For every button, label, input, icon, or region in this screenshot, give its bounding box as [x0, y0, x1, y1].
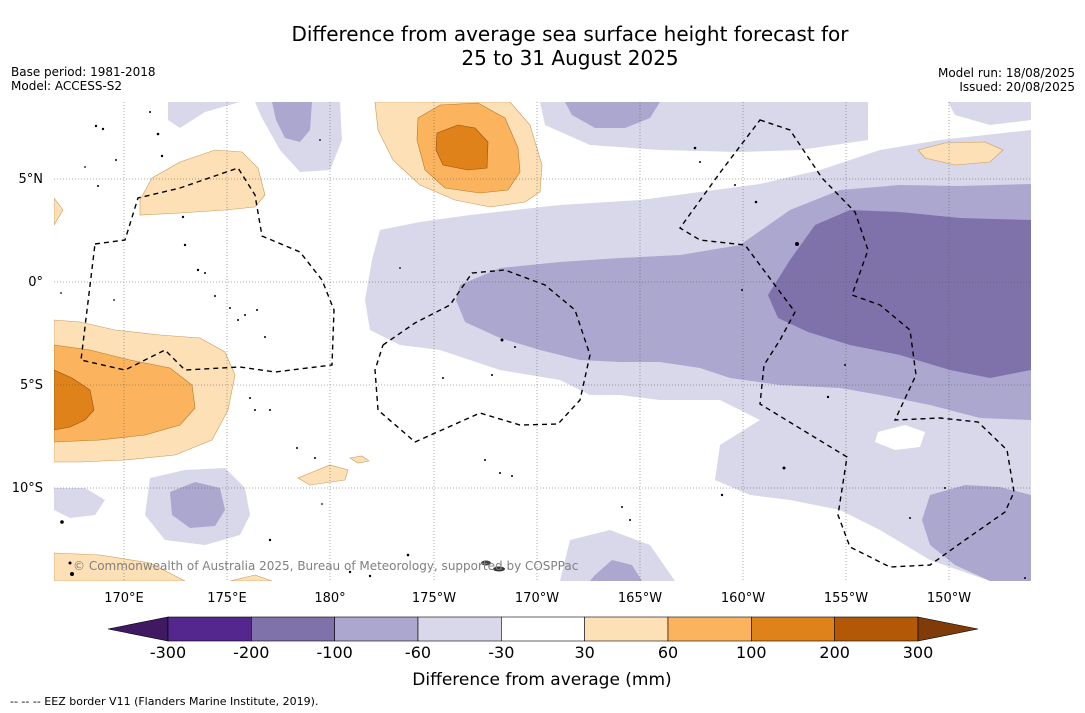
- contour-orange-light-sliver: [297, 464, 349, 486]
- cb-tick-label: 200: [819, 643, 850, 662]
- lon-label-160w: 160°W: [721, 591, 765, 606]
- contour-orange-light-bottom: [229, 574, 273, 581]
- grid-lines: [54, 102, 1031, 581]
- contour-purple-mid-se: [922, 485, 1031, 581]
- colorbar-segment: [751, 616, 835, 642]
- contour-orange-light-nw: [139, 149, 266, 216]
- base-period-text: Base period: 1981-2018: [11, 65, 156, 79]
- contour-layer: © Commonwealth of Australia 2025, Bureau…: [54, 102, 1031, 581]
- cb-tick-label: 100: [736, 643, 767, 662]
- contour-purple-light-farsw: [54, 488, 105, 518]
- lon-label-165w: 165°W: [618, 591, 662, 606]
- contour-purple-mid-sw: [170, 482, 225, 528]
- lon-label-175e: 175°E: [207, 591, 247, 606]
- colorbar-segment: [417, 616, 502, 642]
- colorbar-segment: [334, 616, 419, 642]
- contour-purple-mid-north: [565, 102, 660, 128]
- contour-purple-light-bottommid: [560, 530, 675, 581]
- contour-orange-mid-west: [54, 344, 196, 443]
- contour-white-pocket: [875, 425, 925, 450]
- cb-tick-label: 300: [903, 643, 934, 662]
- contour-orange-light-edge: [54, 197, 64, 226]
- colorbar: -300 -200 -100 -60 -30 30 60 100 200 300…: [107, 616, 979, 690]
- cb-tick-label: -30: [488, 643, 514, 662]
- cb-tick-label: 30: [574, 643, 594, 662]
- issued-text: Issued: 20/08/2025: [959, 80, 1075, 94]
- eez-footnote: -- -- -- EEZ border V11 (Flanders Marine…: [10, 695, 319, 708]
- contour-purple-light-topleft: [168, 102, 240, 128]
- latitude-labels: 5°N 0° 5°S 10°S: [12, 172, 43, 496]
- contour-orange-light-east: [917, 141, 1004, 166]
- colorbar-segment: [501, 616, 585, 642]
- lat-label-5n: 5°N: [19, 172, 44, 187]
- model-run-text: Model run: 18/08/2025: [937, 66, 1075, 80]
- lon-label-170w: 170°W: [515, 591, 559, 606]
- map-title-line1: Difference from average sea surface heig…: [291, 22, 849, 46]
- lat-label-0: 0°: [28, 275, 43, 290]
- longitude-labels: 170°E 175°E 180° 175°W 170°W 165°W 160°W…: [104, 591, 971, 606]
- map-title-line2: 25 to 31 August 2025: [461, 46, 679, 70]
- cb-tick-label: -200: [233, 643, 269, 662]
- colorbar-extend-high: [917, 616, 979, 642]
- colorbar-segment: [667, 616, 752, 642]
- contour-purple-mid-topmid: [272, 102, 312, 142]
- cb-tick-label: -60: [405, 643, 431, 662]
- lon-label-155w: 155°W: [824, 591, 868, 606]
- contour-purple-light-ne: [948, 102, 1031, 125]
- lat-label-5s: 5°S: [20, 378, 43, 393]
- colorbar-segments: [107, 616, 979, 642]
- cb-tick-label: -300: [150, 643, 186, 662]
- lon-label-150w: 150°W: [927, 591, 971, 606]
- contour-purple-mid-bottom: [590, 560, 642, 581]
- eez-borders: [80, 119, 1015, 568]
- lon-label-175w: 175°W: [412, 591, 456, 606]
- model-text: Model: ACCESS-S2: [11, 79, 123, 93]
- cb-tick-label: 60: [658, 643, 678, 662]
- lat-label-10s: 10°S: [12, 481, 43, 496]
- colorbar-tick-labels: -300 -200 -100 -60 -30 30 60 100 200 300: [150, 643, 933, 662]
- colorbar-segment: [251, 616, 335, 642]
- meta-right: Model run: 18/08/2025 Issued: 20/08/2025: [938, 66, 1075, 94]
- lon-label-170e: 170°E: [104, 591, 144, 606]
- colorbar-segment: [167, 616, 252, 642]
- map-title: Difference from average sea surface heig…: [0, 22, 1085, 70]
- contour-orange-dark-north: [435, 124, 489, 171]
- lon-label-180: 180°: [314, 591, 345, 606]
- colorbar-label: Difference from average (mm): [412, 670, 671, 690]
- meta-left: Base period: 1981-2018 Model: ACCESS-S2: [11, 65, 156, 93]
- colorbar-extend-low: [107, 616, 169, 642]
- islands: [60, 111, 1026, 579]
- eez-border-phoenix-tokelau: [374, 269, 591, 443]
- colorbar-segment: [584, 616, 669, 642]
- contour-orange-light-small: [349, 455, 370, 464]
- contour-orange-light-south: [54, 552, 186, 581]
- copyright-text: © Commonwealth of Australia 2025, Bureau…: [73, 559, 578, 573]
- contour-purple-dark: [768, 210, 1031, 378]
- eez-border-line-islands: [678, 119, 1015, 568]
- cb-tick-label: -100: [317, 643, 353, 662]
- colorbar-segment: [834, 616, 919, 642]
- eez-border-kiribati-gilbert: [80, 167, 335, 373]
